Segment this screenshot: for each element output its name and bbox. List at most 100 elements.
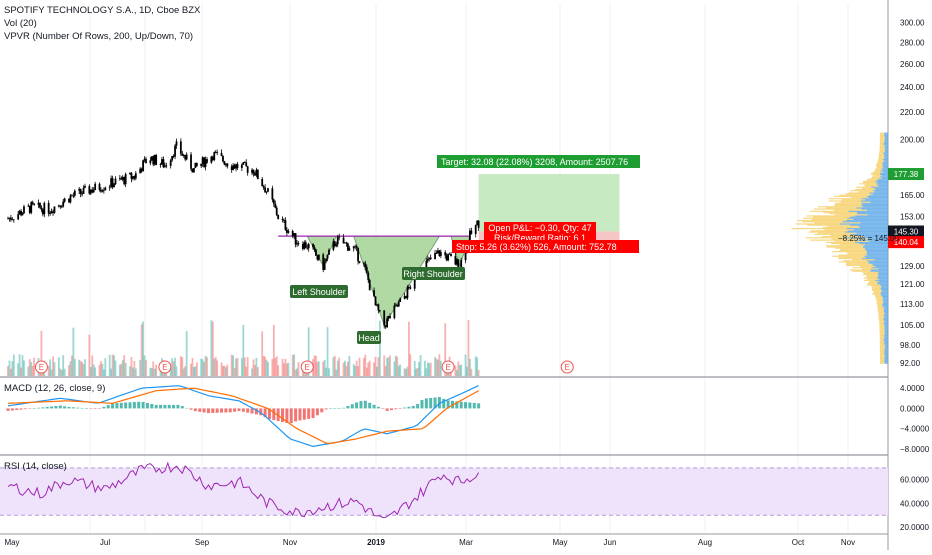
- candle-body[interactable]: [444, 252, 447, 256]
- candle-body[interactable]: [230, 166, 233, 170]
- candle-body[interactable]: [71, 195, 73, 197]
- candle-body[interactable]: [153, 154, 156, 165]
- candle-body[interactable]: [69, 195, 72, 203]
- candle-body[interactable]: [409, 287, 412, 289]
- candles-layer[interactable]: [7, 138, 480, 329]
- candle-body[interactable]: [68, 198, 70, 203]
- candle-body[interactable]: [332, 241, 335, 250]
- vpvr-legend[interactable]: VPVR (Number Of Rows, 200, Up/Down, 70): [4, 31, 194, 42]
- candle-body[interactable]: [98, 183, 101, 190]
- candle-body[interactable]: [454, 256, 457, 265]
- candle-body[interactable]: [204, 159, 207, 167]
- candle-body[interactable]: [294, 233, 297, 245]
- candle-body[interactable]: [132, 176, 134, 179]
- candle-body[interactable]: [210, 156, 213, 163]
- candle-body[interactable]: [285, 229, 288, 233]
- candle-body[interactable]: [63, 198, 66, 202]
- candle-body[interactable]: [33, 203, 36, 205]
- candle-body[interactable]: [345, 242, 348, 244]
- candle-body[interactable]: [435, 252, 438, 254]
- candle-body[interactable]: [82, 187, 85, 194]
- earnings-marker[interactable]: [441, 360, 455, 374]
- pl-label[interactable]: Open P&L: −0.30, Qty: 47 Risk/Reward Rat…: [484, 222, 596, 244]
- candle-body[interactable]: [301, 243, 304, 249]
- candle-body[interactable]: [406, 286, 409, 299]
- candle-body[interactable]: [303, 242, 306, 249]
- candle-body[interactable]: [211, 156, 214, 161]
- candle-body[interactable]: [11, 219, 14, 221]
- candle-body[interactable]: [232, 165, 235, 170]
- candle-body[interactable]: [129, 173, 131, 175]
- candle-body[interactable]: [79, 188, 82, 194]
- earnings-marker[interactable]: [560, 360, 574, 374]
- candle-body[interactable]: [184, 155, 187, 160]
- candle-body[interactable]: [162, 159, 165, 168]
- candle-body[interactable]: [223, 161, 226, 165]
- candle-body[interactable]: [403, 296, 406, 299]
- candle-body[interactable]: [142, 160, 144, 172]
- candle-body[interactable]: [84, 186, 86, 188]
- candle-body[interactable]: [325, 258, 328, 262]
- candle-body[interactable]: [317, 254, 320, 260]
- candle-body[interactable]: [364, 263, 367, 268]
- candle-body[interactable]: [283, 219, 285, 221]
- candle-body[interactable]: [373, 290, 375, 297]
- candle-body[interactable]: [121, 176, 124, 180]
- candle-body[interactable]: [111, 178, 114, 188]
- candle-body[interactable]: [17, 214, 20, 220]
- candle-body[interactable]: [393, 305, 396, 318]
- candle-body[interactable]: [226, 163, 229, 167]
- candle-body[interactable]: [374, 296, 377, 306]
- candle-body[interactable]: [426, 258, 429, 261]
- candle-body[interactable]: [174, 145, 176, 157]
- candle-body[interactable]: [62, 201, 65, 207]
- candle-body[interactable]: [377, 304, 380, 311]
- stop-label[interactable]: Stop: 5.26 (3.62%) 526, Amount: 752.78: [452, 240, 639, 253]
- candle-body[interactable]: [203, 157, 205, 167]
- candle-body[interactable]: [262, 186, 265, 188]
- candle-body[interactable]: [354, 246, 357, 247]
- candle-body[interactable]: [133, 176, 136, 179]
- earnings-marker[interactable]: [34, 360, 48, 374]
- candle-body[interactable]: [206, 159, 208, 163]
- candle-body[interactable]: [161, 159, 163, 164]
- candle-body[interactable]: [92, 189, 95, 193]
- earnings-marker[interactable]: [300, 360, 314, 374]
- candle-body[interactable]: [255, 169, 258, 176]
- candle-body[interactable]: [179, 141, 182, 154]
- candle-body[interactable]: [182, 155, 185, 156]
- candle-body[interactable]: [21, 213, 24, 216]
- candle-body[interactable]: [60, 206, 63, 208]
- candle-body[interactable]: [191, 168, 194, 173]
- candle-body[interactable]: [37, 202, 40, 205]
- profit-zone[interactable]: [478, 174, 620, 232]
- candle-body[interactable]: [357, 247, 359, 262]
- candle-body[interactable]: [242, 162, 245, 165]
- candle-body[interactable]: [123, 176, 126, 185]
- candle-body[interactable]: [49, 213, 52, 214]
- candle-body[interactable]: [169, 160, 172, 166]
- candle-body[interactable]: [149, 160, 152, 164]
- candle-body[interactable]: [338, 236, 341, 238]
- candle-body[interactable]: [460, 260, 463, 270]
- volume-legend[interactable]: Vol (20): [4, 18, 37, 29]
- candle-body[interactable]: [102, 189, 105, 191]
- candle-body[interactable]: [101, 190, 104, 192]
- candle-body[interactable]: [261, 178, 264, 187]
- candle-body[interactable]: [88, 186, 91, 194]
- candle-body[interactable]: [134, 173, 137, 179]
- candle-body[interactable]: [171, 155, 174, 161]
- candle-body[interactable]: [281, 219, 284, 220]
- candle-body[interactable]: [155, 154, 158, 165]
- candle-body[interactable]: [396, 304, 399, 307]
- candle-body[interactable]: [287, 231, 290, 233]
- candle-body[interactable]: [476, 220, 479, 225]
- candle-body[interactable]: [130, 173, 133, 179]
- candle-body[interactable]: [296, 243, 298, 245]
- candle-body[interactable]: [344, 242, 346, 244]
- candle-body[interactable]: [316, 255, 319, 260]
- candle-body[interactable]: [336, 236, 339, 245]
- candle-body[interactable]: [172, 155, 175, 157]
- target-label[interactable]: Target: 32.08 (22.08%) 3208, Amount: 250…: [437, 155, 640, 168]
- candle-body[interactable]: [434, 252, 436, 260]
